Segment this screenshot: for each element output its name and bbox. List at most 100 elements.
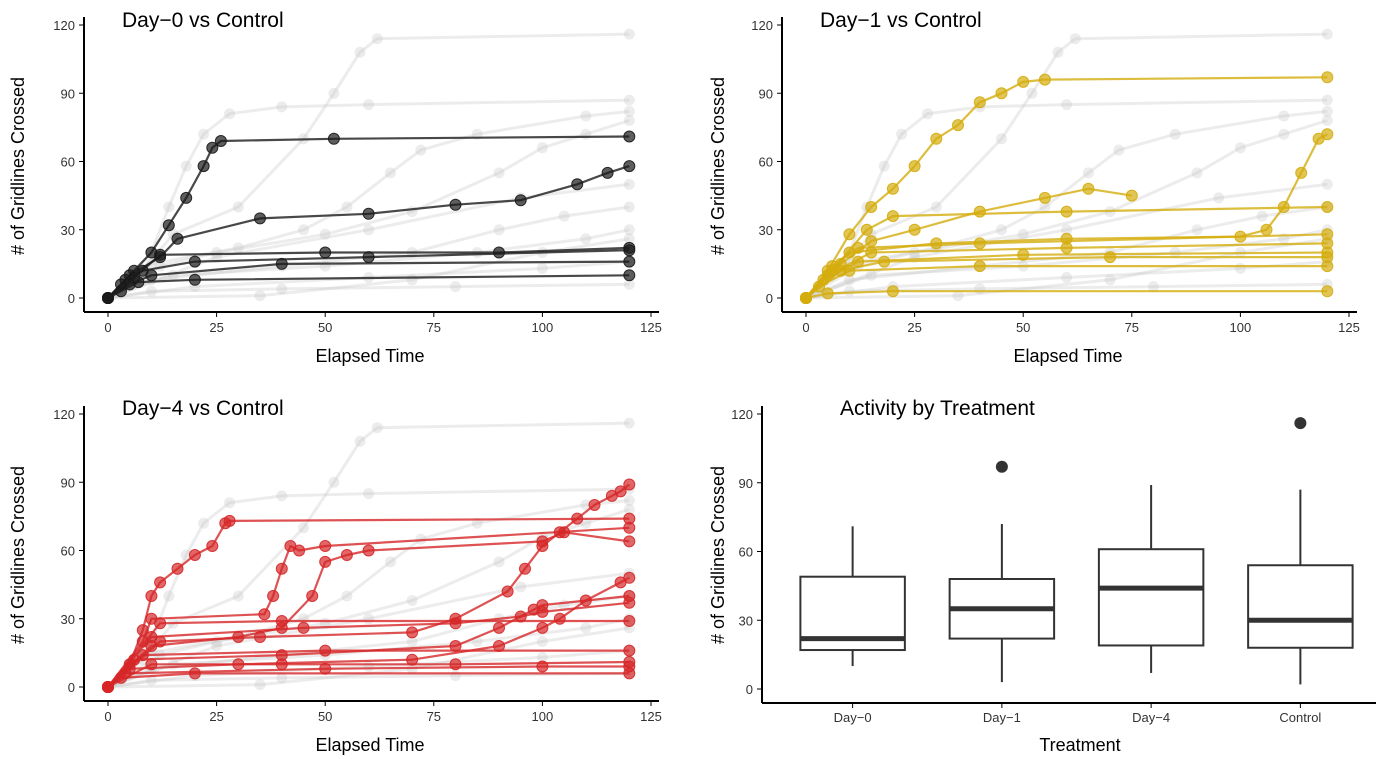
y-axis-title: # of Gridlines Crossed (708, 77, 728, 255)
data-point (319, 246, 332, 259)
series-line (805, 290, 1328, 300)
data-point (449, 198, 462, 211)
data-point (1213, 192, 1225, 204)
data-point (623, 201, 635, 213)
y-tick-label: 60 (61, 155, 75, 170)
data-point (519, 562, 531, 575)
series-line (107, 619, 630, 688)
data-point (588, 499, 601, 511)
data-point (406, 626, 419, 639)
data-point (536, 262, 548, 274)
x-tick-label: 100 (532, 709, 554, 724)
data-point (623, 255, 636, 268)
panel-day1: Day−1 vs Control Elapsed Time # of Gridl… (708, 9, 1360, 366)
panel-title: Day−1 vs Control (820, 9, 982, 32)
x-tick-label: 50 (318, 320, 332, 335)
data-point (214, 135, 227, 147)
data-point (536, 540, 549, 552)
data-point (1052, 46, 1064, 58)
data-point (878, 255, 891, 268)
box-group (1097, 485, 1205, 673)
data-point (162, 219, 175, 232)
data-point (1278, 110, 1290, 122)
data-point (930, 132, 943, 145)
series-line (805, 205, 1328, 299)
data-point (211, 247, 223, 258)
data-point (450, 281, 461, 293)
data-point (340, 549, 353, 561)
data-point (1321, 115, 1333, 126)
data-point (415, 533, 427, 545)
data-point (623, 535, 636, 548)
data-point (1148, 281, 1159, 293)
x-tick-label: Day−1 (983, 710, 1021, 725)
data-point (136, 649, 149, 662)
data-point (306, 590, 319, 602)
y-axis-title: # of Gridlines Crossed (708, 466, 728, 644)
data-point (601, 166, 614, 179)
x-tick-label: 75 (427, 320, 441, 335)
panel-title: Activity by Treatment (840, 397, 1035, 420)
data-point (276, 283, 288, 295)
data-point (908, 223, 921, 236)
data-point (623, 504, 635, 515)
x-tick-label: Day−4 (1132, 710, 1170, 725)
data-point (362, 544, 375, 557)
y-tick-label: 120 (53, 407, 75, 422)
data-point (580, 517, 592, 529)
data-point (1125, 189, 1138, 202)
box-group (799, 526, 906, 667)
panel-title: Day−4 vs Control (122, 397, 284, 420)
data-point (1113, 144, 1125, 156)
data-point (188, 549, 201, 561)
data-point (886, 285, 899, 298)
x-tick-label: 125 (640, 709, 662, 724)
treatment-series (102, 667, 636, 693)
data-point (623, 596, 636, 609)
x-axis-title: Elapsed Time (315, 735, 424, 755)
data-point (623, 478, 636, 491)
x-tick-label: 25 (907, 320, 921, 335)
data-point (115, 671, 127, 684)
series-line (805, 228, 1328, 300)
data-point (886, 210, 899, 223)
series-line (107, 498, 630, 689)
y-tick-label: 0 (746, 682, 753, 697)
treatment-series (102, 241, 636, 304)
data-point (163, 201, 175, 213)
panel-day0: Day−0 vs Control Elapsed Time # of Gridl… (8, 9, 662, 366)
y-tick-label: 60 (739, 545, 753, 560)
data-point (363, 99, 375, 111)
series-line (805, 187, 1132, 299)
data-point (973, 205, 986, 218)
data-point (198, 517, 210, 529)
data-point (171, 562, 184, 575)
data-point (553, 612, 566, 625)
data-point (579, 594, 592, 607)
data-point (536, 636, 548, 647)
data-point (800, 292, 812, 304)
x-axis-title: Treatment (1039, 735, 1120, 755)
data-point (276, 672, 288, 684)
data-point (493, 167, 505, 179)
y-tick-label: 0 (68, 680, 75, 695)
data-point (623, 571, 636, 584)
data-point (180, 191, 193, 204)
data-point (1061, 224, 1073, 236)
data-point (1295, 166, 1308, 179)
data-point (363, 661, 375, 672)
x-tick-label: 0 (104, 709, 111, 724)
data-point (154, 576, 167, 589)
data-point (865, 235, 878, 248)
y-tick-label: 30 (759, 223, 773, 238)
data-point (198, 128, 210, 140)
box (1097, 548, 1205, 647)
data-point (623, 94, 635, 106)
data-point (580, 499, 592, 511)
data-point (145, 269, 158, 282)
data-point (319, 555, 332, 568)
y-tick-label: 60 (759, 155, 773, 170)
data-point (896, 128, 908, 140)
data-point (267, 590, 280, 602)
